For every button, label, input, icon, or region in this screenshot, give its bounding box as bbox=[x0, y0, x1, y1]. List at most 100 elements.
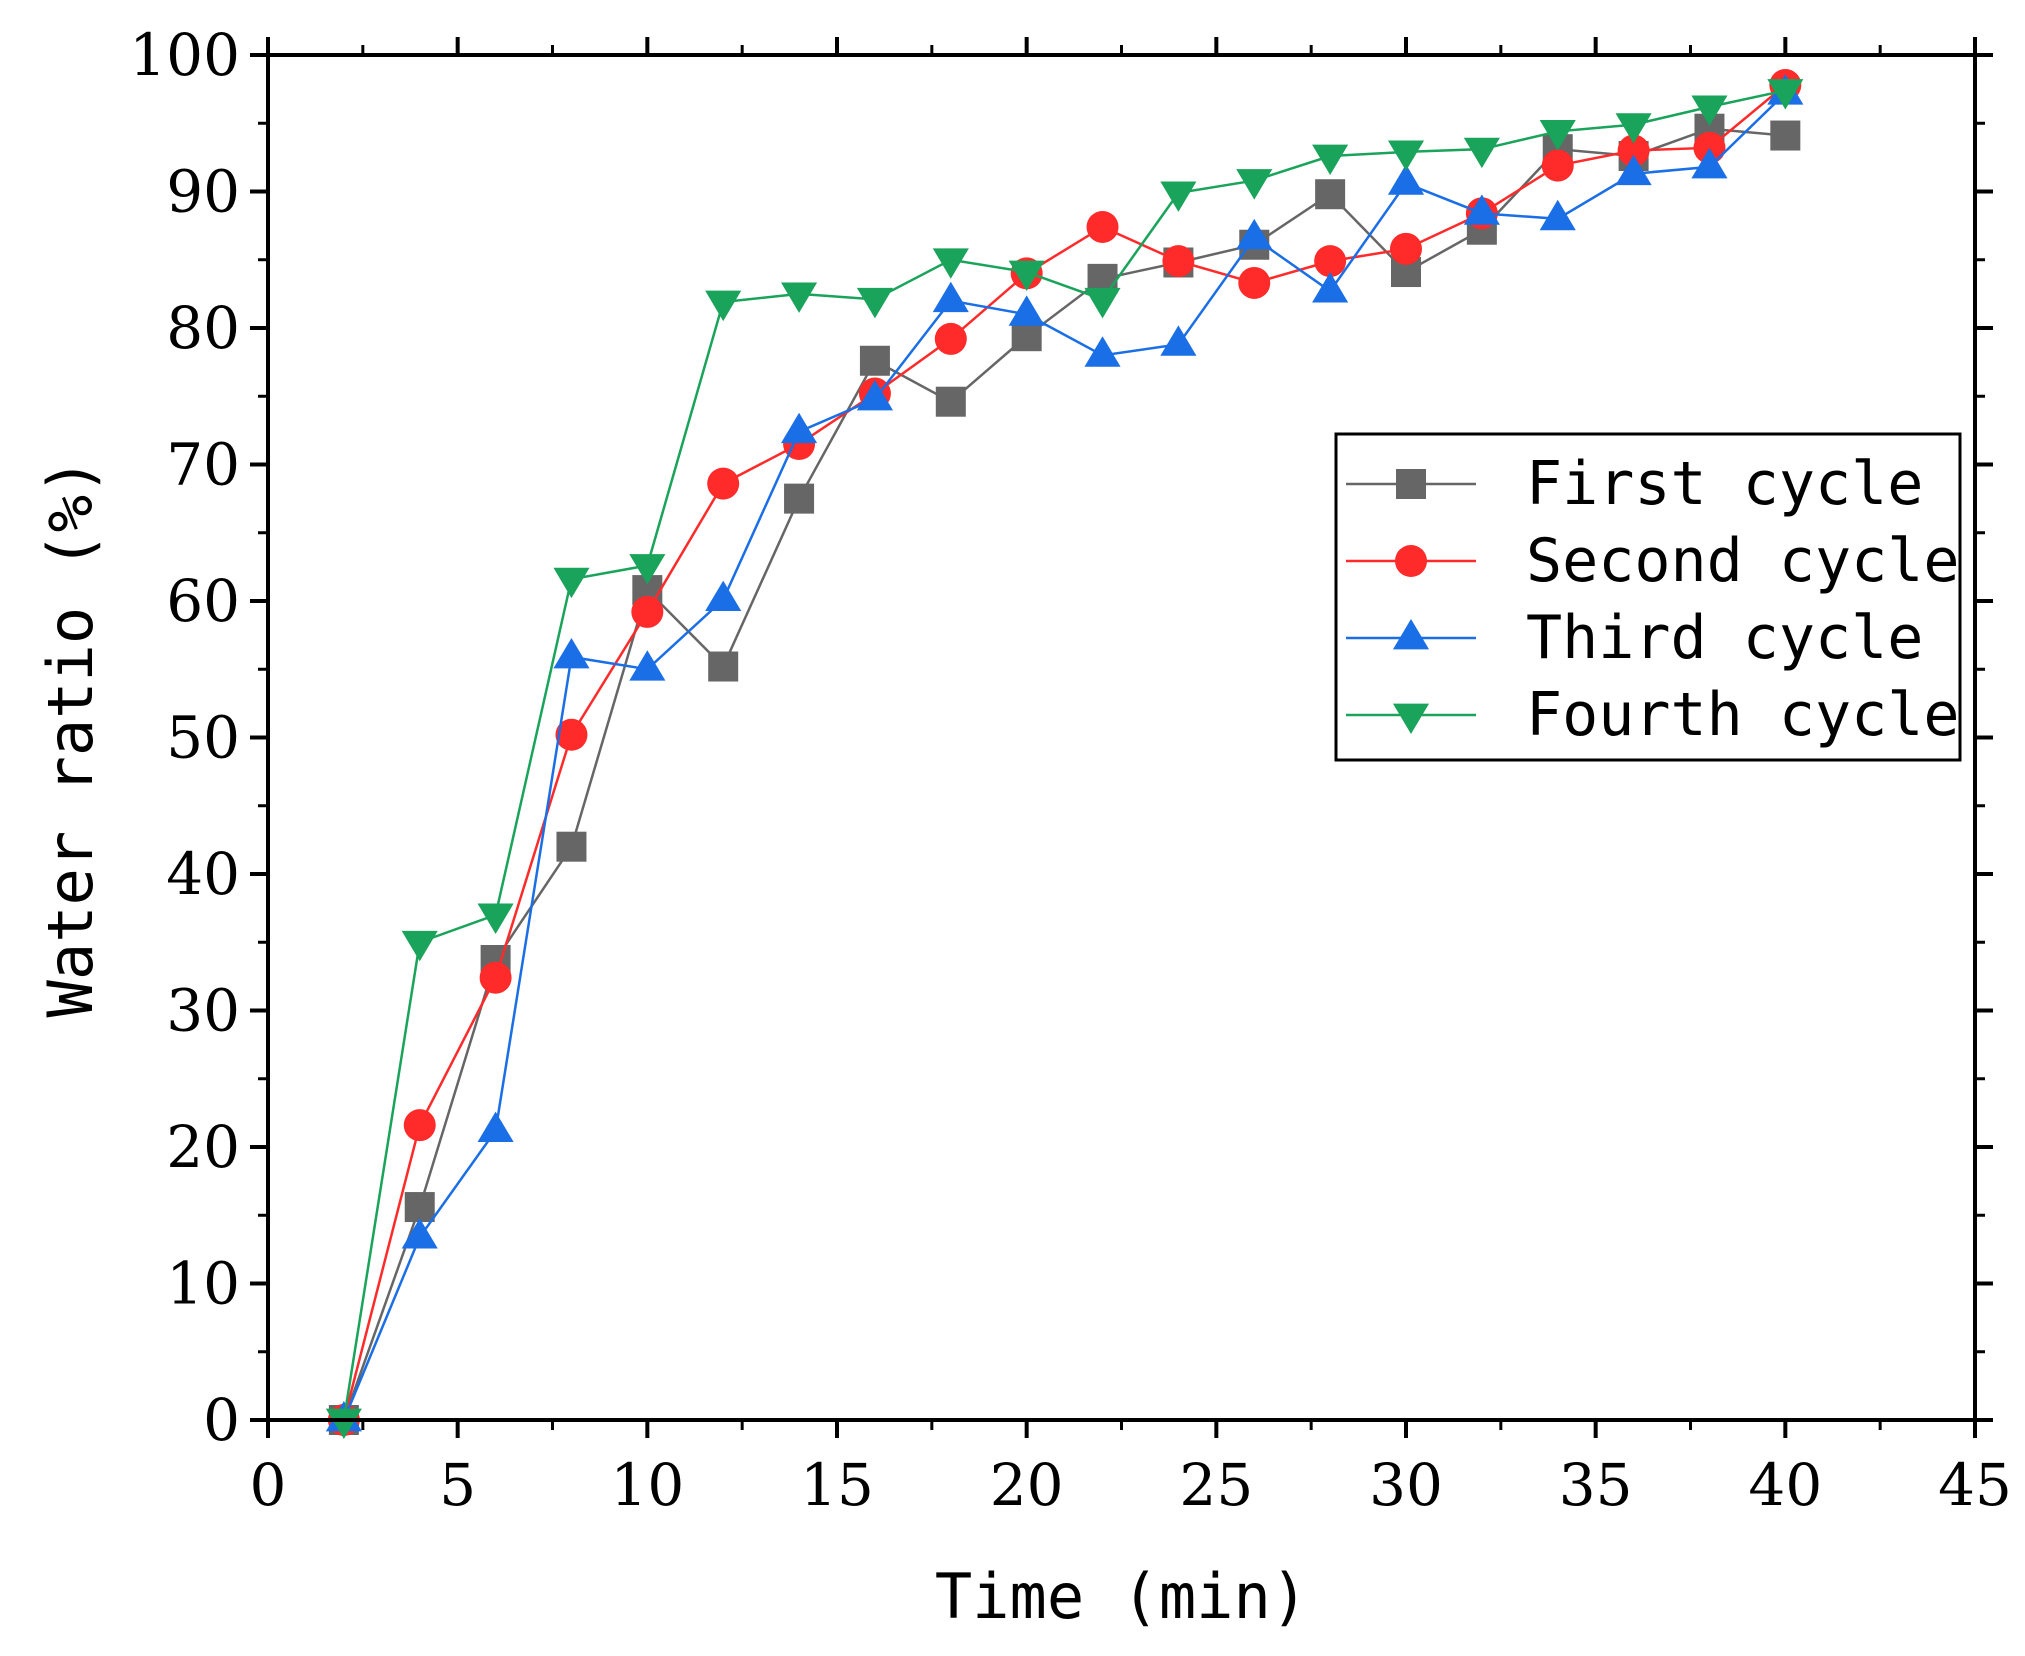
x-tick-label: 45 bbox=[1938, 1451, 2012, 1519]
data-point bbox=[477, 903, 514, 934]
x-tick-label: 35 bbox=[1559, 1451, 1633, 1519]
data-point bbox=[1693, 131, 1726, 164]
y-tick-label: 70 bbox=[166, 431, 240, 499]
legend-marker bbox=[1392, 619, 1430, 650]
legend-item: Third cycle bbox=[1346, 603, 1923, 673]
series-layer bbox=[325, 69, 1804, 1439]
y-tick-label: 60 bbox=[166, 567, 240, 635]
data-point bbox=[1162, 245, 1195, 278]
data-point bbox=[781, 282, 818, 313]
data-point bbox=[1312, 272, 1349, 303]
data-point bbox=[1691, 95, 1728, 126]
y-tick-label: 100 bbox=[129, 21, 240, 89]
data-point bbox=[401, 930, 438, 962]
legend-item: Second cycle bbox=[1346, 526, 1959, 596]
legend-marker bbox=[1396, 469, 1426, 499]
data-point bbox=[781, 412, 818, 444]
legend-item: Fourth cycle bbox=[1346, 680, 1959, 750]
x-axis-title: Time (min) bbox=[935, 1560, 1308, 1633]
data-point bbox=[1160, 181, 1197, 212]
data-point bbox=[555, 718, 588, 751]
x-tick-label: 15 bbox=[800, 1451, 874, 1519]
data-point bbox=[1767, 79, 1804, 110]
data-point bbox=[631, 595, 664, 628]
data-point bbox=[1539, 199, 1576, 231]
legend-label: Second cycle bbox=[1526, 526, 1959, 596]
x-tick-label: 20 bbox=[990, 1451, 1064, 1519]
data-point bbox=[1160, 325, 1197, 356]
data-point bbox=[932, 281, 969, 313]
data-point bbox=[859, 345, 890, 376]
data-point bbox=[932, 248, 969, 279]
data-point bbox=[1008, 295, 1045, 326]
series-3 bbox=[325, 74, 1804, 1432]
data-point bbox=[708, 651, 739, 682]
y-tick-label: 40 bbox=[166, 840, 240, 908]
data-point bbox=[1463, 194, 1500, 225]
legend-marker bbox=[1392, 703, 1430, 734]
data-point bbox=[477, 1111, 514, 1143]
data-point bbox=[707, 467, 740, 500]
x-tick-label: 5 bbox=[439, 1451, 476, 1519]
data-point bbox=[1770, 120, 1801, 151]
legend-marker bbox=[1395, 545, 1427, 577]
data-point bbox=[1312, 144, 1349, 176]
data-point bbox=[784, 483, 815, 514]
data-point bbox=[1008, 260, 1045, 292]
y-tick-label: 30 bbox=[166, 977, 240, 1045]
y-tick-label: 90 bbox=[166, 158, 240, 226]
x-tick-label: 10 bbox=[610, 1451, 684, 1519]
data-point bbox=[401, 1218, 438, 1249]
legend-label: Third cycle bbox=[1526, 603, 1923, 673]
data-point bbox=[1084, 336, 1121, 367]
x-tick-label: 25 bbox=[1179, 1451, 1253, 1519]
data-point bbox=[935, 386, 966, 417]
x-tick-label: 30 bbox=[1369, 1451, 1443, 1519]
data-point bbox=[553, 567, 590, 599]
y-tick-label: 20 bbox=[166, 1113, 240, 1181]
data-point bbox=[1236, 218, 1273, 250]
data-point bbox=[629, 554, 666, 585]
data-point bbox=[403, 1109, 436, 1142]
data-point bbox=[1084, 287, 1121, 319]
data-point bbox=[1615, 113, 1652, 144]
data-point bbox=[325, 1408, 362, 1439]
data-point bbox=[404, 1192, 435, 1223]
data-point bbox=[1463, 137, 1500, 169]
data-point bbox=[705, 580, 742, 612]
data-point bbox=[1315, 179, 1346, 210]
data-point bbox=[556, 831, 587, 862]
y-tick-label: 0 bbox=[203, 1386, 240, 1454]
data-point bbox=[1387, 164, 1425, 195]
x-tick-label: 40 bbox=[1748, 1451, 1822, 1519]
legend-label: First cycle bbox=[1526, 449, 1923, 519]
data-point bbox=[1390, 232, 1422, 265]
y-tick-label: 10 bbox=[166, 1250, 240, 1318]
data-point bbox=[1011, 321, 1042, 352]
data-point bbox=[1615, 154, 1652, 186]
legend-box bbox=[1334, 432, 1962, 762]
data-point bbox=[1617, 134, 1650, 167]
data-point bbox=[1238, 266, 1271, 299]
series-1 bbox=[328, 113, 1801, 1435]
series-4 bbox=[325, 79, 1804, 1439]
data-point bbox=[705, 290, 742, 322]
data-point bbox=[629, 650, 666, 681]
data-point bbox=[1387, 140, 1425, 171]
data-point bbox=[1086, 210, 1119, 243]
legend-item: First cycle bbox=[1346, 449, 1923, 519]
y-tick-label: 80 bbox=[166, 294, 240, 362]
y-tick-label: 50 bbox=[166, 704, 240, 772]
data-point bbox=[934, 322, 967, 355]
data-point bbox=[856, 379, 893, 411]
data-point bbox=[1691, 147, 1728, 179]
data-point bbox=[479, 961, 512, 994]
data-point bbox=[553, 637, 590, 669]
data-point bbox=[856, 287, 893, 319]
series-line bbox=[342, 89, 1786, 1421]
data-point bbox=[1539, 120, 1576, 151]
legend-label: Fourth cycle bbox=[1526, 680, 1959, 750]
y-axis-title: Water ratio (%) bbox=[34, 458, 107, 1018]
